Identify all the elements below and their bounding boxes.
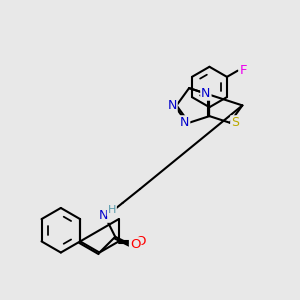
Text: O: O [135, 235, 146, 248]
Text: O: O [130, 238, 140, 251]
Text: N: N [167, 99, 177, 112]
Text: H: H [108, 205, 116, 215]
Text: S: S [231, 116, 239, 129]
Text: F: F [239, 64, 247, 76]
Text: N: N [201, 87, 211, 100]
Text: N: N [180, 116, 189, 129]
Text: N: N [99, 209, 108, 222]
